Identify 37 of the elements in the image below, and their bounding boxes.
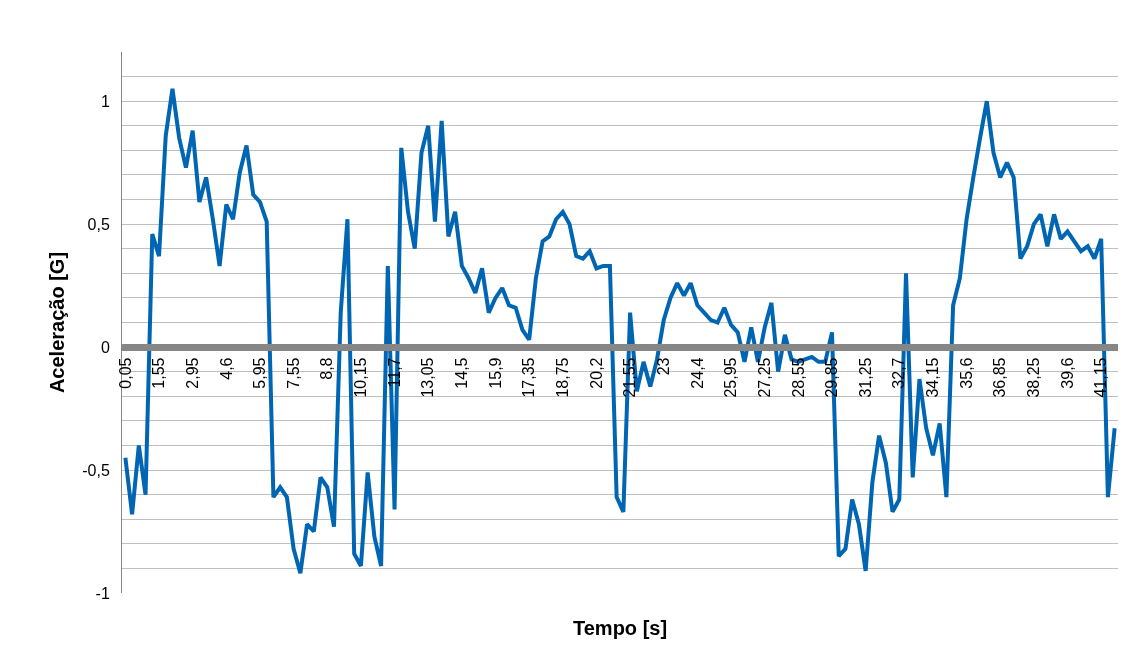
x-axis-title: Tempo [s] [573,617,668,639]
x-tick-label: 1,55 [150,357,168,389]
x-tick-label: 15,9 [486,357,504,389]
x-tick-label: 10,15 [352,357,370,398]
y-tick-label: -1 [95,584,110,602]
x-tick-label: 20,2 [587,357,605,389]
x-tick-label: 39,6 [1058,357,1076,389]
y-axis-title: Aceleração [G] [45,251,68,394]
x-tick-label: 32,7 [890,357,908,389]
x-tick-label: 0,05 [116,357,134,389]
x-tick-label: 23 [654,357,672,376]
x-tick-label: 38,25 [1025,357,1043,398]
x-tick-label: 18,75 [554,357,571,398]
x-tick-label: 8,8 [318,357,336,380]
x-tick-label: 31,25 [856,357,874,398]
y-tick-label: -0,5 [82,461,110,479]
x-tick-label: 11,7 [385,357,403,388]
x-tick-label: 7,55 [284,357,302,389]
x-tick-label: 21,55 [621,357,639,398]
x-tick-label: 29,85 [823,357,841,398]
x-tick-label: 36,85 [991,357,1009,398]
x-tick-label: 35,6 [957,357,975,389]
y-tick-label: 1 [100,92,110,110]
x-tick-label: 4,6 [217,357,235,380]
x-tick-label: 41,15 [1092,357,1110,398]
x-tick-label: 13,05 [419,357,437,398]
x-tick-label: 17,35 [520,357,538,398]
x-tick-label: 24,4 [688,357,706,389]
x-tick-label: 2,95 [183,357,201,389]
x-tick-label: 28,55 [789,357,807,398]
x-tick-label: 25,95 [722,357,740,398]
y-tick-label: 0 [100,338,110,356]
x-tick-label: 27,25 [755,357,773,398]
y-tick-label: 0,5 [87,215,110,233]
x-tick-label: 14,5 [453,357,471,389]
x-tick-label: 5,95 [251,357,269,389]
x-tick-label: 34,15 [924,357,942,398]
